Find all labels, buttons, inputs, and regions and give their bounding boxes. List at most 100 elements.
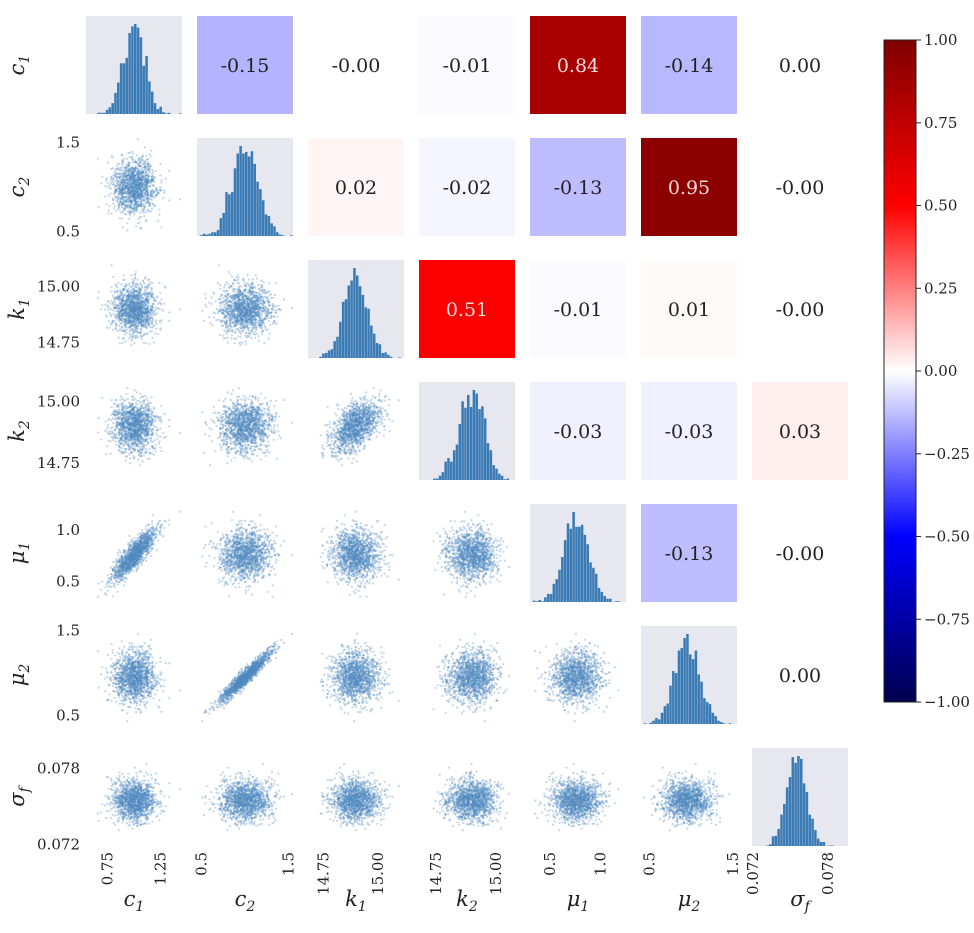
scatter-point: [123, 182, 125, 184]
scatter-cell-2-0: [97, 264, 181, 346]
scatter-point: [235, 303, 237, 305]
scatter-point: [148, 279, 150, 281]
scatter-point: [132, 153, 134, 155]
scatter-point: [138, 316, 140, 318]
scatter-cell-1-0: [97, 138, 181, 232]
scatter-point: [142, 280, 144, 282]
scatter-point: [153, 299, 155, 301]
scatter-point: [275, 282, 277, 284]
scatter-point: [235, 276, 237, 278]
scatter-point: [141, 176, 143, 178]
scatter-point: [235, 307, 237, 309]
scatter-point: [141, 335, 143, 337]
scatter-point: [112, 179, 114, 181]
scatter-point: [234, 332, 236, 334]
scatter-point: [237, 279, 239, 281]
scatter-point: [124, 333, 126, 335]
scatter-point: [136, 167, 138, 169]
scatter-point: [247, 323, 249, 325]
scatter-point: [150, 211, 152, 213]
hist-bar: [381, 353, 384, 358]
hist-bar: [253, 164, 256, 236]
scatter-point: [147, 308, 149, 310]
scatter-point: [110, 178, 112, 180]
scatter-point: [246, 317, 248, 319]
hist-bar: [356, 276, 359, 359]
scatter-point: [113, 296, 115, 298]
corr-cell-1-3: -0.02: [419, 138, 515, 236]
scatter-point: [145, 308, 147, 310]
scatter-point: [151, 330, 153, 332]
scatter-point: [154, 450, 156, 452]
hist-bar: [114, 93, 117, 114]
scatter-point: [140, 328, 142, 330]
scatter-point: [137, 337, 139, 339]
scatter-point: [255, 321, 257, 323]
scatter-point: [261, 333, 263, 335]
scatter-point: [129, 210, 131, 212]
scatter-point: [132, 192, 134, 194]
scatter-point: [143, 203, 145, 205]
hist-bar: [331, 349, 334, 358]
scatter-point: [151, 175, 153, 177]
scatter-point: [135, 328, 137, 330]
scatter-point: [142, 297, 144, 299]
scatter-point: [160, 303, 162, 305]
scatter-point: [144, 289, 146, 291]
scatter-point: [243, 309, 245, 311]
hist-bar: [251, 151, 254, 236]
scatter-point: [229, 328, 231, 330]
scatter-point: [254, 337, 256, 339]
scatter-point: [133, 280, 135, 282]
scatter-point: [223, 301, 225, 303]
scatter-point: [115, 310, 117, 312]
scatter-point: [144, 169, 146, 171]
scatter-point: [205, 306, 207, 308]
scatter-point: [141, 195, 143, 197]
scatter-point: [225, 315, 227, 317]
hist-bar: [259, 189, 262, 236]
scatter-point: [272, 323, 274, 325]
scatter-point: [240, 291, 242, 293]
hist-cell-0: [86, 16, 182, 114]
hist-bar: [279, 235, 282, 236]
scatter-point: [163, 190, 165, 192]
scatter-point: [254, 306, 256, 308]
corr-value: -0.01: [443, 55, 492, 77]
hist-bar: [325, 353, 328, 358]
hist-bar: [140, 37, 143, 114]
scatter-point: [262, 304, 264, 306]
scatter-point: [263, 281, 265, 283]
scatter-point: [130, 334, 132, 336]
scatter-point: [152, 196, 154, 198]
scatter-point: [145, 180, 147, 182]
scatter-point: [122, 279, 124, 281]
scatter-point: [231, 309, 233, 311]
scatter-point: [119, 311, 121, 313]
scatter-point: [106, 326, 108, 328]
scatter-point: [98, 291, 100, 293]
scatter-point: [127, 314, 129, 316]
scatter-point: [239, 326, 241, 328]
scatter-point: [255, 274, 257, 276]
hist-bar: [319, 357, 322, 358]
hist-bar: [367, 309, 370, 358]
scatter-point: [112, 320, 114, 322]
scatter-point: [139, 179, 141, 181]
scatter-point: [224, 284, 226, 286]
scatter-point: [155, 328, 157, 330]
scatter-point: [228, 314, 230, 316]
scatter-point: [145, 286, 147, 288]
scatter-point: [264, 325, 266, 327]
scatter-point: [140, 314, 142, 316]
scatter-point: [258, 340, 260, 342]
scatter-point: [131, 171, 133, 173]
scatter-point: [122, 322, 124, 324]
scatter-point: [101, 304, 103, 306]
scatter-point: [139, 464, 141, 466]
scatter-point: [156, 323, 158, 325]
hist-bar: [162, 112, 165, 114]
hist-bar: [262, 200, 265, 236]
scatter-point: [222, 297, 224, 299]
scatter-point: [118, 296, 120, 298]
